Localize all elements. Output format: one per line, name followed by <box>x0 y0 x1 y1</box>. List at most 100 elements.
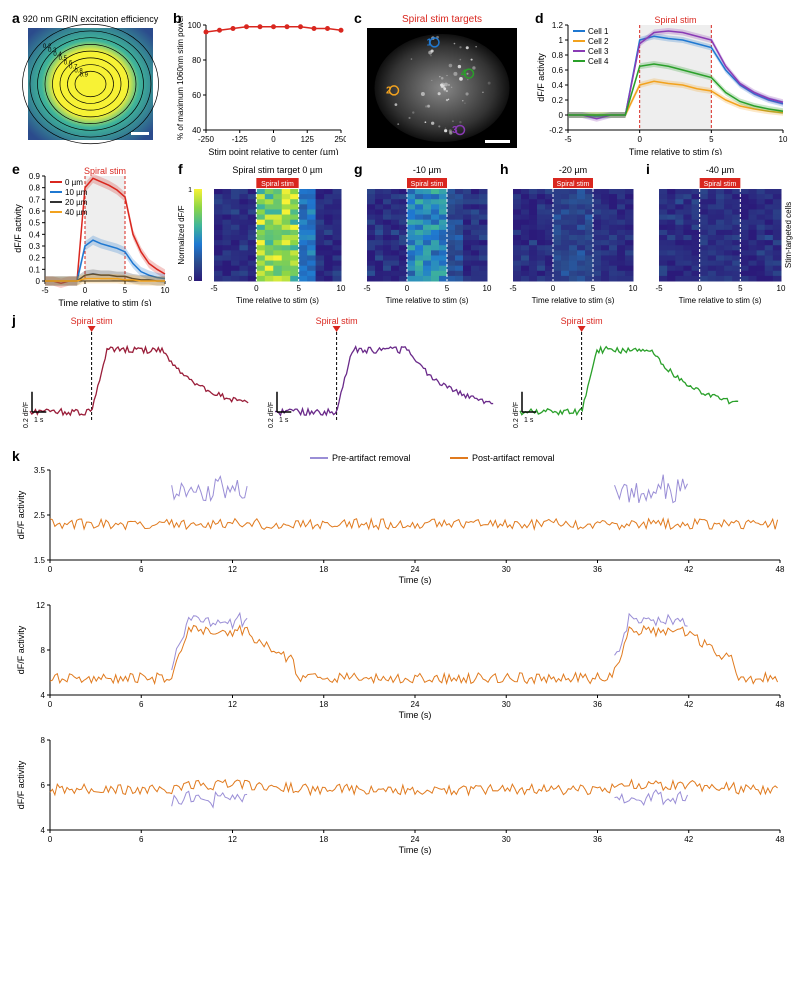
svg-text:dF/F activity: dF/F activity <box>13 204 23 253</box>
svg-text:1 s: 1 s <box>524 417 534 424</box>
svg-text:Spiral stim: Spiral stim <box>654 15 696 25</box>
svg-text:0: 0 <box>48 835 53 844</box>
svg-text:0: 0 <box>551 284 556 293</box>
svg-text:36: 36 <box>593 835 602 844</box>
svg-text:18: 18 <box>319 565 328 574</box>
svg-text:6: 6 <box>139 565 144 574</box>
svg-text:30: 30 <box>502 700 511 709</box>
panel-g-label: g <box>354 161 363 177</box>
svg-text:18: 18 <box>319 700 328 709</box>
svg-text:Spiral stim: Spiral stim <box>316 316 358 326</box>
svg-text:Stim point relative to center: Stim point relative to center (µm) <box>208 147 338 155</box>
svg-text:dF/F activity: dF/F activity <box>16 490 26 539</box>
svg-text:Time relative to stim (s): Time relative to stim (s) <box>629 147 722 155</box>
svg-text:5: 5 <box>296 284 301 293</box>
svg-text:% of maximum 1060nm stim power: % of maximum 1060nm stim power <box>176 15 185 140</box>
svg-text:1: 1 <box>427 37 433 48</box>
svg-text:1: 1 <box>559 36 564 45</box>
svg-text:10: 10 <box>777 284 786 293</box>
svg-text:48: 48 <box>776 565 785 574</box>
row-2: e Spiral stim-5051000.10.20.30.40.50.60.… <box>10 161 790 306</box>
svg-text:42: 42 <box>684 835 693 844</box>
svg-text:Spiral stim: Spiral stim <box>411 181 444 188</box>
svg-text:5: 5 <box>738 284 743 293</box>
svg-text:125: 125 <box>301 135 315 144</box>
svg-text:0.4: 0.4 <box>552 81 564 90</box>
svg-text:0.8: 0.8 <box>552 51 564 60</box>
svg-text:10: 10 <box>779 135 788 144</box>
panel-c-label: c <box>354 10 362 26</box>
svg-text:40: 40 <box>192 126 201 135</box>
svg-text:0.2 dF/F: 0.2 dF/F <box>268 402 275 428</box>
svg-text:40 µm: 40 µm <box>65 208 88 217</box>
svg-text:60: 60 <box>192 91 201 100</box>
svg-text:0.4: 0.4 <box>29 230 41 239</box>
panel-f: f Spiral stim target 0 µmSpiral stim-505… <box>176 161 346 306</box>
svg-text:20 µm: 20 µm <box>65 198 88 207</box>
svg-text:10 µm: 10 µm <box>65 188 88 197</box>
panel-j-label: j <box>12 312 16 328</box>
svg-text:Cell 3: Cell 3 <box>588 47 609 56</box>
svg-text:80: 80 <box>192 56 201 65</box>
svg-text:100: 100 <box>188 21 202 30</box>
svg-text:24: 24 <box>411 700 420 709</box>
svg-text:-5: -5 <box>509 284 517 293</box>
panel-d-label: d <box>535 10 544 26</box>
panel-c: c Spiral stim targets1234 <box>352 10 527 155</box>
svg-text:0.2 dF/F: 0.2 dF/F <box>513 402 520 428</box>
svg-text:8: 8 <box>41 646 46 655</box>
svg-text:0: 0 <box>48 700 53 709</box>
svg-text:0 µm: 0 µm <box>65 178 83 187</box>
svg-text:Time (s): Time (s) <box>399 710 432 720</box>
panel-a-label: a <box>12 10 20 26</box>
svg-text:5: 5 <box>445 284 450 293</box>
svg-text:Cell 2: Cell 2 <box>588 37 609 46</box>
panel-b-label: b <box>173 10 182 26</box>
svg-text:Time relative to stim (s): Time relative to stim (s) <box>532 296 615 305</box>
panel-a: a 920 nm GRIN excitation efficiency0.20.… <box>10 10 165 155</box>
row-4: k Pre-artifact removalPost-artifact remo… <box>10 448 790 858</box>
svg-text:0: 0 <box>637 135 642 144</box>
svg-text:-40 µm: -40 µm <box>706 165 734 175</box>
panel-e-label: e <box>12 161 20 177</box>
figure-root: a 920 nm GRIN excitation efficiency0.20.… <box>10 10 790 858</box>
svg-text:dF/F activity: dF/F activity <box>16 760 26 809</box>
svg-text:Post-artifact removal: Post-artifact removal <box>472 453 555 463</box>
svg-text:dF/F activity: dF/F activity <box>16 625 26 674</box>
svg-text:-5: -5 <box>41 286 49 295</box>
svg-text:48: 48 <box>776 835 785 844</box>
svg-text:0.7: 0.7 <box>29 195 41 204</box>
svg-text:30: 30 <box>502 835 511 844</box>
svg-text:1.2: 1.2 <box>552 21 564 30</box>
svg-text:5: 5 <box>591 284 596 293</box>
svg-text:12: 12 <box>228 700 237 709</box>
svg-text:10: 10 <box>629 284 638 293</box>
svg-text:dF/F activity: dF/F activity <box>536 53 546 102</box>
svg-text:Time relative to stim (s): Time relative to stim (s) <box>58 298 151 306</box>
svg-text:Cell 1: Cell 1 <box>588 27 609 36</box>
svg-text:920 nm GRIN excitation efficie: 920 nm GRIN excitation efficiency <box>23 14 159 24</box>
svg-text:1 s: 1 s <box>34 417 44 424</box>
svg-text:250: 250 <box>334 135 346 144</box>
svg-text:Spiral stim: Spiral stim <box>704 181 737 188</box>
svg-text:8: 8 <box>41 736 46 745</box>
svg-text:0: 0 <box>254 284 259 293</box>
panel-b: b -250-1250125250406080100Stim point rel… <box>171 10 346 155</box>
svg-text:12: 12 <box>36 601 45 610</box>
svg-text:-20 µm: -20 µm <box>559 165 587 175</box>
panel-j: j Spiral stim 0.2 dF/F 1 s Spiral stim 0.2 d… <box>10 312 790 442</box>
svg-text:4: 4 <box>41 691 46 700</box>
svg-text:Spiral stim target 0 µm: Spiral stim target 0 µm <box>232 165 322 175</box>
svg-text:5: 5 <box>123 286 128 295</box>
svg-text:10: 10 <box>337 284 346 293</box>
svg-text:-250: -250 <box>198 135 215 144</box>
svg-text:0.1: 0.1 <box>29 265 41 274</box>
svg-text:1.5: 1.5 <box>34 556 46 565</box>
svg-text:6: 6 <box>139 700 144 709</box>
svg-text:-5: -5 <box>210 284 218 293</box>
svg-text:1: 1 <box>188 187 192 194</box>
svg-text:42: 42 <box>684 565 693 574</box>
svg-text:6: 6 <box>139 835 144 844</box>
svg-text:Time (s): Time (s) <box>399 845 432 855</box>
svg-text:Spiral stim: Spiral stim <box>71 316 113 326</box>
